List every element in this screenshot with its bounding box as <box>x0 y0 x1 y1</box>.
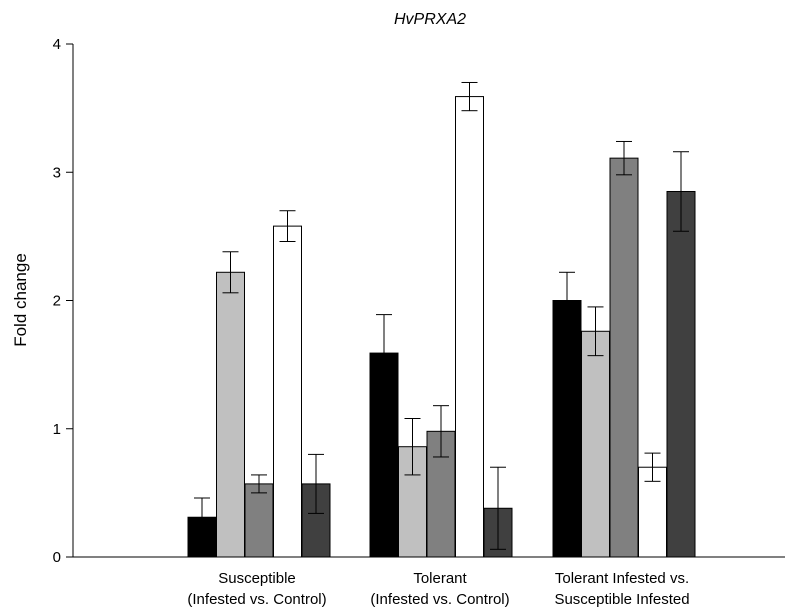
bar <box>552 300 582 558</box>
y-tick-label: 1 <box>53 421 61 438</box>
category-labels: Susceptible (Infested vs. Control) Toleran… <box>187 570 689 608</box>
bar <box>581 330 610 558</box>
bar-series-group <box>187 81 696 558</box>
category-label: Susceptible <box>218 570 296 587</box>
bar <box>273 225 302 558</box>
category-label: Tolerant <box>413 570 467 587</box>
chart-title: HvPRXA2 <box>394 11 466 28</box>
y-tick-label: 0 <box>53 549 61 566</box>
category-label: Susceptible Infested <box>554 591 689 608</box>
bar <box>455 96 484 558</box>
y-tick-label: 4 <box>53 36 61 53</box>
y-tick-label: 3 <box>53 164 61 181</box>
bar <box>638 466 667 558</box>
bar <box>244 483 274 558</box>
y-tick-label: 2 <box>53 293 61 310</box>
y-axis-label: Fold change <box>11 253 30 347</box>
y-axis-ticks: 0 1 2 3 4 <box>53 36 73 566</box>
category-label: Tolerant Infested vs. <box>555 570 689 587</box>
category-label: (Infested vs. Control) <box>187 591 326 608</box>
category-label: (Infested vs. Control) <box>370 591 509 608</box>
bar <box>609 157 639 558</box>
bar <box>666 190 696 558</box>
bar <box>216 271 245 558</box>
